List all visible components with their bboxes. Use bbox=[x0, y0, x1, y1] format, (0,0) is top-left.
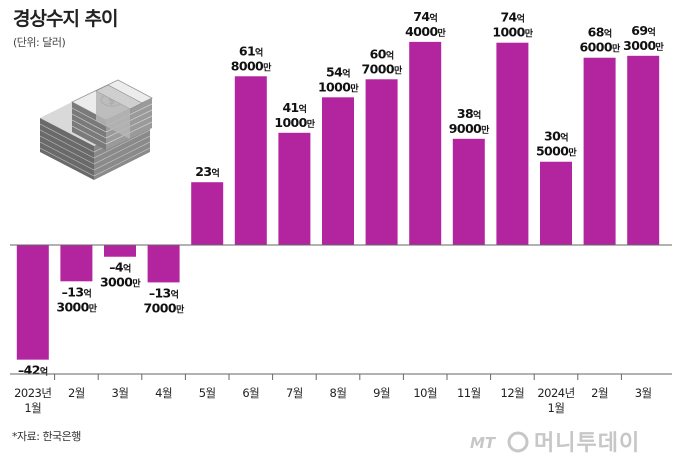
source-note: *자료: 한국은행 bbox=[12, 430, 81, 443]
bar-14-label-line-2: 6000만 bbox=[580, 40, 621, 55]
bar-9-label-line-1: 60억 bbox=[370, 46, 394, 61]
bar-6 bbox=[234, 76, 267, 245]
bar-15 bbox=[627, 55, 660, 245]
bar-4-label-line-1: –13억 bbox=[149, 285, 179, 300]
bar-15-label-line-1: 69억 bbox=[631, 23, 655, 38]
x-tick-label-1-1: 2023년 bbox=[14, 386, 51, 400]
bar-7-label-line-2: 1000만 bbox=[274, 115, 315, 130]
x-tick-label-6: 6월 bbox=[242, 386, 259, 400]
bar-6-label-line-1: 61억 bbox=[239, 43, 263, 58]
bar-11-label-line-2: 9000만 bbox=[449, 121, 490, 136]
bar-2-label-line-2: 3000만 bbox=[56, 299, 97, 314]
x-tick-label-9: 9월 bbox=[373, 386, 390, 400]
bar-3-label-line-2: 3000만 bbox=[100, 275, 141, 290]
bar-11-label-line-1: 38억 bbox=[457, 106, 481, 121]
x-tick-label-10: 10월 bbox=[413, 386, 437, 400]
bar-chart: $ –42억–13억3000만–4억3000만–13억7000만23억61억80… bbox=[10, 9, 672, 415]
x-tick-label-13-2: 1월 bbox=[548, 401, 565, 415]
bar-4 bbox=[147, 245, 180, 283]
bar-8 bbox=[322, 97, 354, 245]
bar-12-label-line-2: 1000만 bbox=[492, 25, 533, 40]
bar-2-label-line-1: –13억 bbox=[62, 284, 92, 299]
x-tick-label-11: 11월 bbox=[457, 386, 481, 400]
x-tick-label-12: 12월 bbox=[501, 386, 525, 400]
bar-13 bbox=[540, 161, 572, 245]
x-tick-label-4: 4월 bbox=[155, 386, 172, 400]
bar-15-label-line-2: 3000만 bbox=[623, 38, 664, 53]
x-tick-label-1-2: 1월 bbox=[24, 401, 41, 415]
moneytoday-logo: MT 머니투데이 bbox=[470, 431, 640, 456]
bar-13-label-line-1: 30억 bbox=[544, 129, 568, 144]
logo-mt: MT bbox=[470, 434, 497, 452]
bar-14-label-line-1: 68억 bbox=[588, 25, 612, 40]
bar-1 bbox=[16, 245, 49, 360]
bar-10-label-line-1: 74억 bbox=[413, 9, 437, 24]
x-tick-label-14: 2월 bbox=[591, 386, 608, 400]
bar-7-label-line-1: 41억 bbox=[282, 100, 306, 115]
bar-2 bbox=[60, 245, 93, 282]
bar-7 bbox=[278, 132, 311, 245]
bar-10 bbox=[409, 41, 442, 245]
bar-12-label-line-1: 74억 bbox=[500, 10, 524, 25]
bar-8-label-line-1: 54억 bbox=[326, 64, 350, 79]
bar-5 bbox=[191, 182, 224, 245]
bar-8-label-line-2: 1000만 bbox=[318, 79, 359, 94]
bar-14 bbox=[583, 57, 616, 245]
bar-1-label-line-1: –42억 bbox=[18, 363, 48, 378]
x-tick-label-2: 2월 bbox=[68, 386, 85, 400]
logo-text: 머니투데이 bbox=[534, 431, 640, 456]
bar-12 bbox=[496, 42, 529, 245]
x-tick-label-8: 8월 bbox=[330, 386, 347, 400]
bar-9-label-line-2: 7000만 bbox=[362, 61, 403, 76]
money-stack-icon: $ bbox=[39, 79, 153, 180]
bar-11 bbox=[452, 138, 485, 245]
x-tick-label-15: 3월 bbox=[635, 386, 652, 400]
bar-3 bbox=[104, 245, 136, 257]
bar-3-label-line-1: –4억 bbox=[109, 260, 131, 275]
unit-note: (단위: 달러) bbox=[13, 36, 66, 49]
bar-13-label-line-2: 5000만 bbox=[536, 144, 577, 159]
x-tick-label-13-1: 2024년 bbox=[537, 386, 574, 400]
bar-4-label-line-2: 7000만 bbox=[144, 300, 185, 315]
x-tick-label-7: 7월 bbox=[286, 386, 303, 400]
x-tick-label-5: 5월 bbox=[199, 386, 216, 400]
x-tick-label-3: 3월 bbox=[112, 386, 129, 400]
chart-title: 경상수지 추이 bbox=[13, 8, 118, 30]
bar-10-label-line-2: 4000만 bbox=[405, 24, 446, 39]
bar-5-label-line-1: 23억 bbox=[195, 164, 219, 179]
bar-6-label-line-2: 8000만 bbox=[231, 58, 272, 73]
bar-9 bbox=[365, 79, 398, 245]
